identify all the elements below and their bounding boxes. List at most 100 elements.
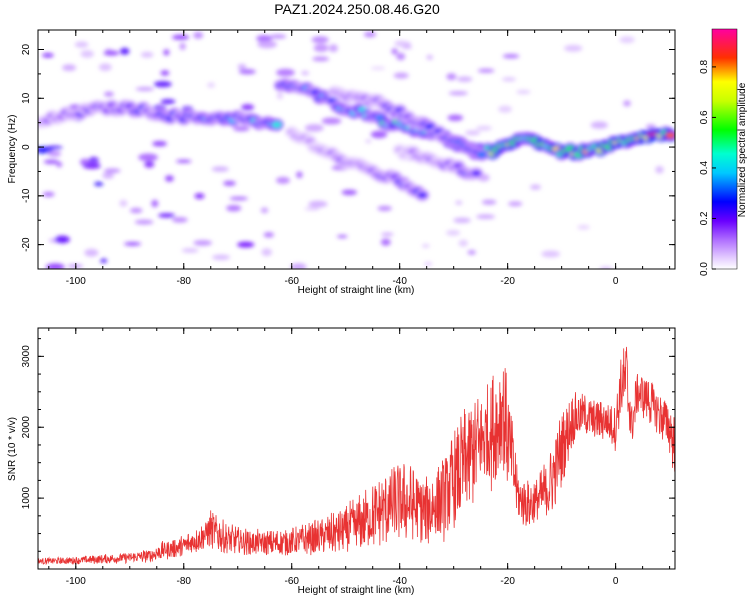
heat-blob	[223, 180, 236, 186]
heat-blob	[42, 191, 55, 197]
heat-blob	[599, 266, 613, 269]
heat-blob	[102, 172, 114, 179]
heat-blob	[238, 69, 256, 75]
x-tick-label: -20	[500, 276, 515, 287]
heat-blob	[296, 171, 303, 179]
spectrogram-y-axis-label: Frequency (Hz)	[7, 115, 18, 184]
heat-blob	[158, 213, 176, 218]
heat-blob	[226, 205, 242, 212]
heat-blob	[564, 44, 583, 52]
colorbar-gradient	[711, 28, 738, 270]
heat-blob	[377, 205, 392, 212]
heat-blob	[508, 201, 523, 207]
heat-blob	[308, 200, 328, 208]
colorbar-tick-label: 0.6	[699, 110, 710, 124]
heat-blob	[119, 47, 130, 55]
heat-blob	[312, 56, 330, 62]
y-tick-label: 1000	[21, 487, 32, 510]
heat-blob	[394, 40, 409, 47]
y-tick-label: 10	[21, 92, 32, 104]
heat-blob	[84, 248, 99, 257]
heat-blob	[207, 82, 216, 88]
heat-blob	[43, 159, 59, 164]
heat-blob	[502, 54, 520, 59]
heat-blob	[476, 125, 492, 131]
heat-blob	[619, 36, 635, 44]
heat-blob	[135, 87, 155, 91]
snr-panel: -100 -80 -60 -40 -20 0 1000 2000 3000 Height of…	[7, 327, 676, 596]
x-tick-label: -40	[392, 276, 407, 287]
snr-x-axis-label: Height of straight line (km)	[298, 585, 415, 596]
heat-blob	[103, 50, 120, 56]
x-tick-label: -80	[177, 276, 192, 287]
heat-blob	[381, 232, 394, 236]
heat-blob	[153, 81, 172, 88]
heat-blob	[193, 240, 212, 246]
ridge-core	[476, 151, 487, 158]
heat-blob	[590, 121, 608, 129]
colorbar-tick-label: 0.0	[699, 262, 710, 276]
heat-blob	[152, 141, 167, 147]
heat-blob	[446, 229, 461, 236]
heat-blob	[464, 130, 481, 136]
x-tick-label: -60	[284, 276, 299, 287]
heat-blob	[290, 263, 307, 269]
y-tick-label: 3000	[21, 345, 32, 368]
heat-blob	[304, 207, 320, 211]
heat-blob	[42, 53, 54, 58]
heat-blob	[151, 199, 159, 208]
heat-blob	[82, 163, 101, 169]
heat-blob	[80, 50, 94, 58]
heat-blob	[370, 66, 386, 70]
heat-blob	[237, 241, 255, 248]
heat-blob	[140, 51, 154, 58]
heat-blob	[311, 36, 329, 44]
heat-blob	[393, 72, 409, 79]
heat-blob	[46, 145, 63, 150]
heat-blob	[98, 63, 112, 71]
ridge-core	[271, 121, 282, 128]
heat-blob	[477, 68, 495, 73]
heat-blob	[165, 175, 174, 182]
heat-blob	[171, 217, 188, 223]
heat-blob	[241, 104, 255, 111]
heat-blob	[365, 139, 372, 143]
heat-blob	[301, 70, 310, 76]
heat-blob	[453, 217, 471, 223]
heat-blob	[426, 54, 434, 60]
spectrogram-y-ticks: -20 -10 0 10 20	[21, 44, 675, 270]
y-tick-label: -20	[21, 237, 32, 252]
snr-series-line	[38, 346, 675, 566]
heat-blob	[175, 159, 192, 163]
heat-blob	[74, 41, 89, 48]
heat-blob	[269, 34, 287, 39]
heat-blob	[104, 168, 121, 173]
heat-blob	[516, 89, 531, 95]
heat-blob	[467, 250, 476, 255]
spectrogram-x-axis-label: Height of straight line (km)	[298, 285, 415, 296]
spectrogram-frame	[37, 29, 676, 270]
heat-blob	[233, 126, 250, 132]
heat-blob	[476, 214, 496, 219]
heat-blob	[129, 207, 143, 214]
heat-blob	[119, 199, 128, 207]
heat-blob	[341, 189, 357, 196]
heat-blob	[321, 117, 342, 125]
heat-blob	[48, 150, 61, 157]
heat-blob	[363, 31, 377, 38]
heat-blob	[181, 248, 199, 253]
heat-blob	[380, 238, 391, 246]
ridge-core	[665, 132, 675, 139]
heat-blob	[447, 114, 464, 122]
heat-blob	[134, 219, 154, 225]
heat-blob	[501, 77, 517, 82]
heat-blob	[237, 63, 247, 70]
heat-blob	[623, 100, 631, 107]
heat-blob	[455, 200, 463, 205]
heat-blob	[391, 48, 398, 55]
x-tick-label: -60	[284, 576, 299, 587]
heat-blob	[256, 35, 272, 42]
snr-y-axis-label: SNR (10 * v/v)	[7, 417, 18, 481]
heat-blob	[530, 184, 541, 190]
